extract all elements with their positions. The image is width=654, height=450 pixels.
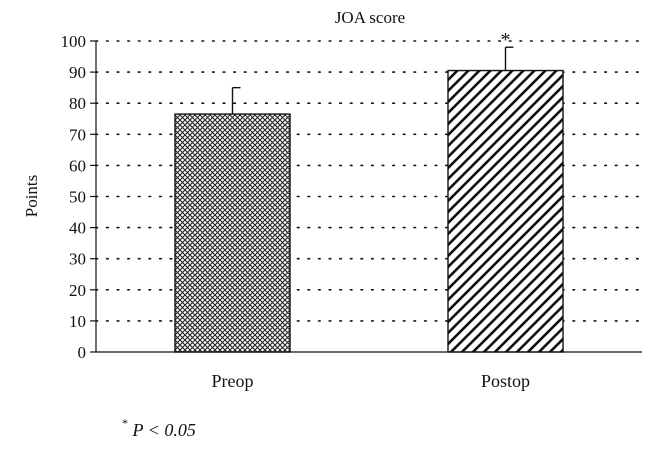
y-tick-label: 70: [69, 125, 86, 144]
y-tick-label: 90: [69, 63, 86, 82]
chart-title: JOA score: [335, 8, 405, 27]
y-tick-label: 60: [69, 156, 86, 175]
y-tick-label: 50: [69, 188, 86, 207]
y-tick-label: 30: [69, 250, 86, 269]
y-tick-label: 80: [69, 94, 86, 113]
footnote-star: *: [122, 416, 128, 430]
significance-mark: *: [501, 29, 511, 51]
bar-preop: [174, 113, 291, 353]
bars: *: [174, 29, 564, 353]
y-tick-label: 100: [61, 32, 87, 51]
x-axis-categories: Preop Postop: [212, 371, 531, 391]
x-category-label: Postop: [481, 371, 530, 391]
significance-footnote: * P < 0.05: [122, 416, 196, 441]
bar-postop: [447, 69, 564, 353]
y-axis-ticks: 0 10 20 30 40 50 60 70 80 90 100: [61, 32, 96, 362]
footnote-text: P < 0.05: [132, 420, 196, 440]
x-category-label: Preop: [212, 371, 254, 391]
y-tick-label: 10: [69, 312, 86, 331]
y-tick-label: 40: [69, 219, 86, 238]
y-tick-label: 20: [69, 281, 86, 300]
y-tick-label: 0: [78, 343, 87, 362]
y-axis-label: Points: [22, 175, 41, 218]
